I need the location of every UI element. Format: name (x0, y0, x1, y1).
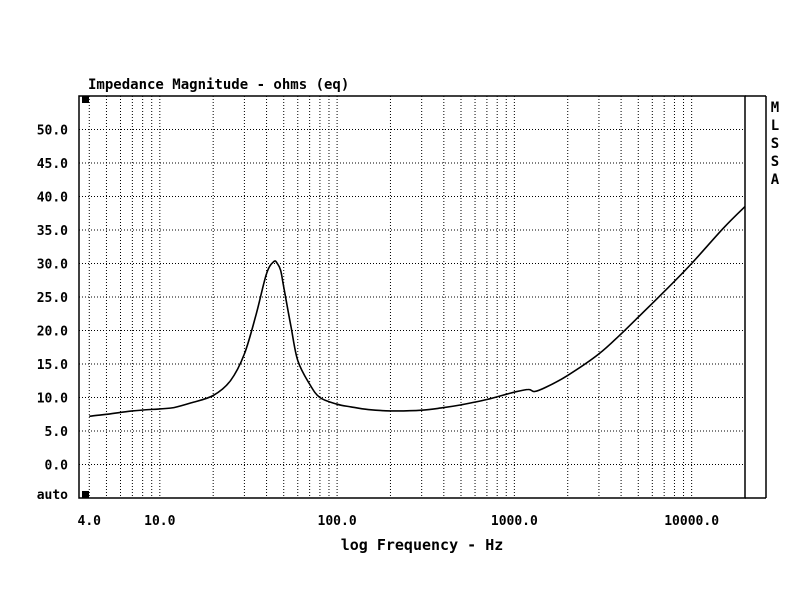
plot-frame (78, 95, 746, 499)
grid (79, 96, 746, 498)
y-tick-labels: 50.0 45.0 40.0 35.0 30.0 25.0 20.0 15.0 10.0 5.0 0… (37, 124, 68, 474)
y-tick-label: 15.0 (37, 358, 68, 373)
x-tick-label: 10000.0 (664, 514, 719, 529)
x-axis-label: log Frequency - Hz (341, 536, 504, 554)
bottom-marker (82, 491, 89, 498)
y-tick-label: 5.0 (45, 425, 69, 440)
y-tick-label: 50.0 (37, 124, 68, 139)
side-label-letter: S (771, 136, 779, 152)
side-label-letter: S (771, 154, 779, 170)
y-tick-label: 25.0 (37, 291, 68, 306)
y-tick-label: 20.0 (37, 325, 68, 340)
y-tick-label: 35.0 (37, 224, 68, 239)
side-label-letter: A (771, 172, 780, 188)
y-tick-label: 40.0 (37, 191, 68, 206)
y-auto-label: auto (37, 488, 68, 503)
top-marker (82, 96, 89, 103)
x-tick-labels: 4.0 10.0 100.0 1000.0 10000.0 (78, 514, 720, 529)
impedance-series-line (89, 206, 746, 418)
y-tick-label: 10.0 (37, 392, 68, 407)
x-tick-label: 100.0 (318, 514, 357, 529)
y-tick-label: 0.0 (45, 459, 69, 474)
y-tick-label: 30.0 (37, 258, 68, 273)
x-tick-label: 1000.0 (491, 514, 538, 529)
side-label-letter: L (771, 118, 779, 134)
chart-title: Impedance Magnitude - ohms (eq) (88, 77, 349, 93)
y-tick-label: 45.0 (37, 157, 68, 172)
x-tick-label: 4.0 (78, 514, 102, 529)
side-label-letter: M (771, 100, 779, 116)
x-tick-label: 10.0 (144, 514, 175, 529)
